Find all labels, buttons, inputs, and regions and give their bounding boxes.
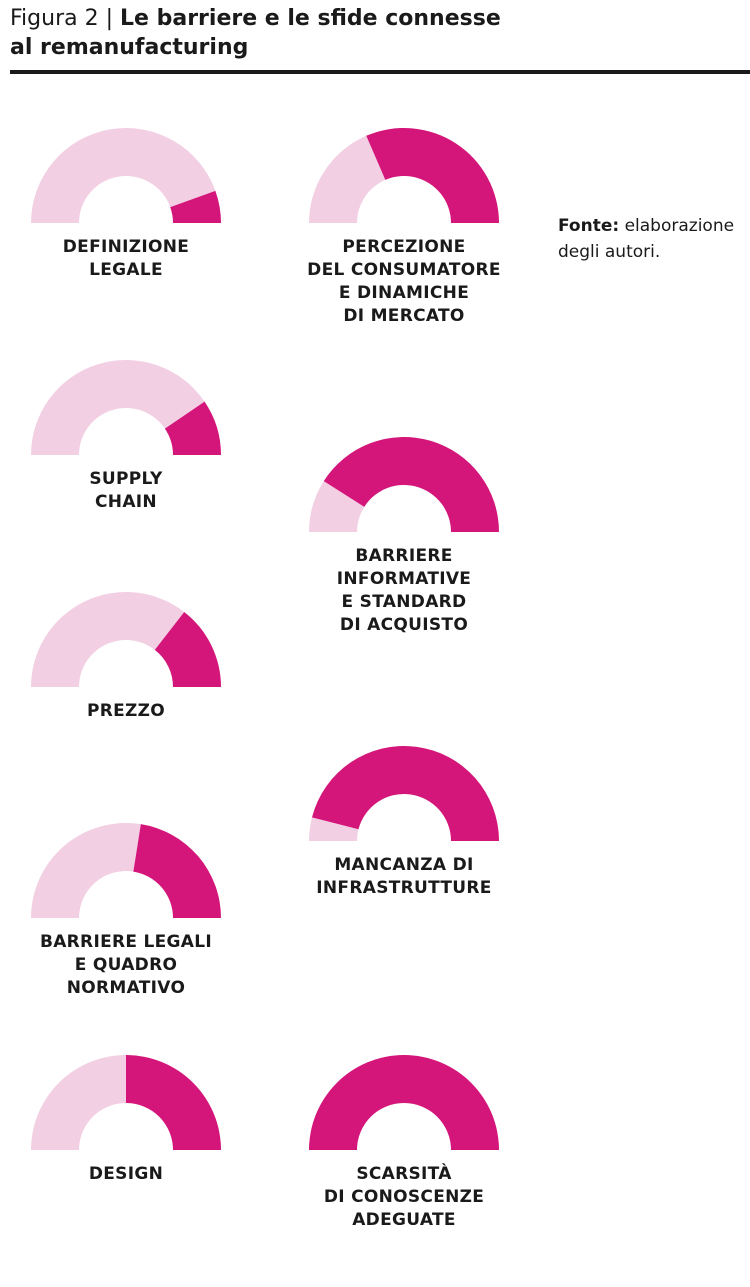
header-divider xyxy=(10,70,750,74)
gauge-3 xyxy=(309,437,499,532)
gauge-filled-arc xyxy=(164,401,221,455)
gauge-filled-arc xyxy=(133,824,221,918)
gauge-empty-arc xyxy=(31,823,141,918)
gauge-svg xyxy=(309,437,499,532)
gauge-empty-arc xyxy=(31,360,205,455)
gauge-label: MANCANZA DI INFRASTRUTTURE xyxy=(316,855,492,898)
gauge-7 xyxy=(31,1055,221,1150)
figure-number: Figura 2 xyxy=(10,6,99,31)
gauge-filled-arc xyxy=(170,190,221,223)
gauge-filled-arc xyxy=(311,745,499,841)
gauge-empty-arc xyxy=(309,481,365,532)
gauge-svg xyxy=(309,127,499,223)
gauge-filled-arc xyxy=(309,1055,499,1150)
gauge-label: BARRIERE INFORMATIVE E STANDARD DI ACQUI… xyxy=(336,546,472,635)
gauge-label: PERCEZIONE DEL CONSUMATORE E DINAMICHE D… xyxy=(307,237,501,326)
source-text-line2: degli autori. xyxy=(558,242,661,262)
gauge-empty-arc xyxy=(31,592,185,687)
figure-title-line1: Le barriere e le sfide connesse xyxy=(120,6,501,31)
gauge-filled-arc xyxy=(366,127,499,223)
source-text-line1: elaborazione xyxy=(624,216,735,236)
gauge-filled-arc xyxy=(126,1055,221,1150)
gauge-filled-arc xyxy=(154,611,221,687)
gauge-8 xyxy=(309,1055,499,1150)
gauge-empty-arc xyxy=(309,135,386,223)
gauge-label: DESIGN xyxy=(88,1164,164,1184)
gauge-filled-arc xyxy=(323,437,499,532)
figure-separator: | xyxy=(105,6,114,31)
gauge-svg xyxy=(31,823,221,918)
gauge-svg xyxy=(309,745,499,841)
figure-header: Figura 2 | Le barriere e le sfide connes… xyxy=(10,4,740,62)
gauge-empty-arc xyxy=(31,128,216,223)
source-note: Fonte: elaborazione degli autori. xyxy=(558,213,748,265)
gauge-6 xyxy=(31,823,221,918)
figure-title-line2: al remanufacturing xyxy=(10,35,249,60)
gauge-label: DEFINIZIONE LEGALE xyxy=(62,237,190,280)
gauge-svg xyxy=(31,360,221,455)
gauge-empty-arc xyxy=(309,817,359,841)
gauge-svg xyxy=(31,1055,221,1150)
gauge-1 xyxy=(309,127,499,223)
gauge-2 xyxy=(31,360,221,455)
gauge-label: SCARSITÀ DI CONOSCENZE ADEGUATE xyxy=(323,1164,485,1230)
gauge-svg xyxy=(309,1055,499,1150)
gauge-label: BARRIERE LEGALI E QUADRO NORMATIVO xyxy=(39,932,213,998)
gauge-svg xyxy=(31,128,221,223)
source-label: Fonte: xyxy=(558,216,620,236)
gauge-label: PREZZO xyxy=(86,701,166,721)
gauge-5 xyxy=(309,745,499,841)
gauge-svg xyxy=(31,592,221,687)
gauge-label: SUPPLY CHAIN xyxy=(89,469,163,512)
gauge-empty-arc xyxy=(31,1055,126,1150)
gauge-0 xyxy=(31,128,221,223)
gauge-4 xyxy=(31,592,221,687)
